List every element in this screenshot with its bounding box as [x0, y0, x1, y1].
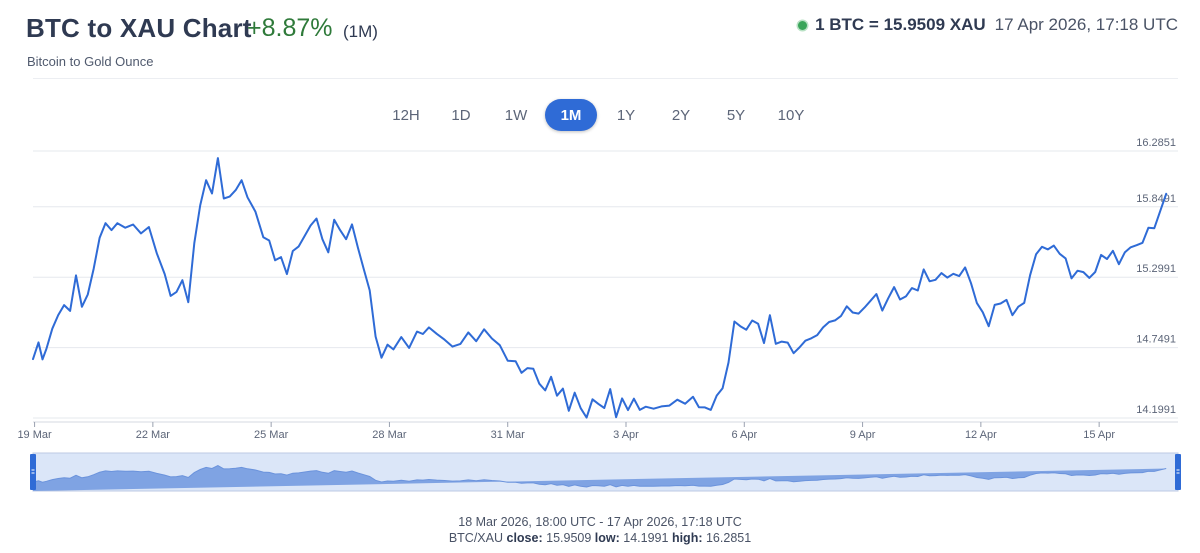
page-subtitle: Bitcoin to Gold Ounce: [27, 54, 154, 69]
header: BTC to XAU Chart +8.87% (1M) Bitcoin to …: [0, 0, 1200, 78]
close-label: close:: [506, 531, 543, 545]
low-value: 14.1991: [623, 531, 669, 545]
x-tick-label: 12 Apr: [965, 429, 997, 441]
x-tick-label: 22 Mar: [136, 429, 171, 441]
low-label: low:: [594, 531, 620, 545]
y-tick-label: 15.2991: [1136, 263, 1176, 275]
x-tick-label: 15 Apr: [1083, 429, 1115, 441]
period-label: (1M): [343, 22, 378, 41]
x-tick-label: 28 Mar: [372, 429, 407, 441]
tab-1d[interactable]: 1D: [451, 106, 471, 124]
x-tick-label: 31 Mar: [491, 429, 526, 441]
tab-12h[interactable]: 12H: [392, 106, 420, 124]
page-title: BTC to XAU Chart: [26, 13, 252, 43]
navigator-line: [32, 465, 1167, 488]
tab-1w[interactable]: 1W: [504, 106, 528, 124]
live-status-icon: [798, 20, 808, 30]
rate-timestamp: 17 Apr 2026, 17:18 UTC: [994, 15, 1178, 34]
close-value: 15.9509: [546, 531, 592, 545]
navigator-right-handle[interactable]: [1175, 454, 1181, 490]
x-tick-label: 25 Mar: [254, 429, 289, 441]
range-label: 18 Mar 2026, 18:00 UTC - 17 Apr 2026, 17…: [458, 515, 742, 529]
y-tick-label: 14.7491: [1136, 334, 1176, 346]
y-tick-label: 16.2851: [1136, 137, 1176, 149]
tab-10y[interactable]: 10Y: [777, 106, 805, 124]
x-tick-label: 19 Mar: [17, 429, 52, 441]
tab-1y[interactable]: 1Y: [616, 106, 636, 124]
x-tick-label: 3 Apr: [613, 429, 639, 441]
y-tick-label: 14.1991: [1136, 404, 1176, 416]
price-chart[interactable]: 14.1991 14.7491 15.2991 15.8491 16.2851 19 Ma…: [0, 0, 1200, 500]
percent-change: +8.87%: [247, 14, 333, 42]
navigator-left-handle[interactable]: [30, 454, 36, 490]
high-value: 16.2851: [705, 531, 752, 545]
current-rate: 1 BTC = 15.9509 XAU 17 Apr 2026, 17:18 U…: [798, 15, 1178, 35]
series-line: [32, 157, 1168, 419]
tab-2y[interactable]: 2Y: [671, 106, 691, 124]
tab-5y[interactable]: 5Y: [726, 106, 746, 124]
x-tick-label: 9 Apr: [850, 429, 876, 441]
range-tabs: 12H 1D 1W 1M 1Y 2Y 5Y 10Y: [380, 98, 820, 132]
high-label: high:: [671, 531, 703, 545]
pair-label: BTC/XAU: [448, 531, 504, 545]
y-tick-label: 15.8491: [1136, 193, 1176, 205]
navigator-area: [33, 465, 1167, 491]
x-tick-label: 6 Apr: [731, 429, 757, 441]
header-divider: [33, 78, 1178, 79]
stats-line: BTC/XAU close: 15.9509 low: 14.1991 high…: [0, 531, 1200, 545]
rate-value: 1 BTC = 15.9509 XAU: [815, 15, 986, 34]
tab-1m[interactable]: 1M: [545, 99, 597, 131]
